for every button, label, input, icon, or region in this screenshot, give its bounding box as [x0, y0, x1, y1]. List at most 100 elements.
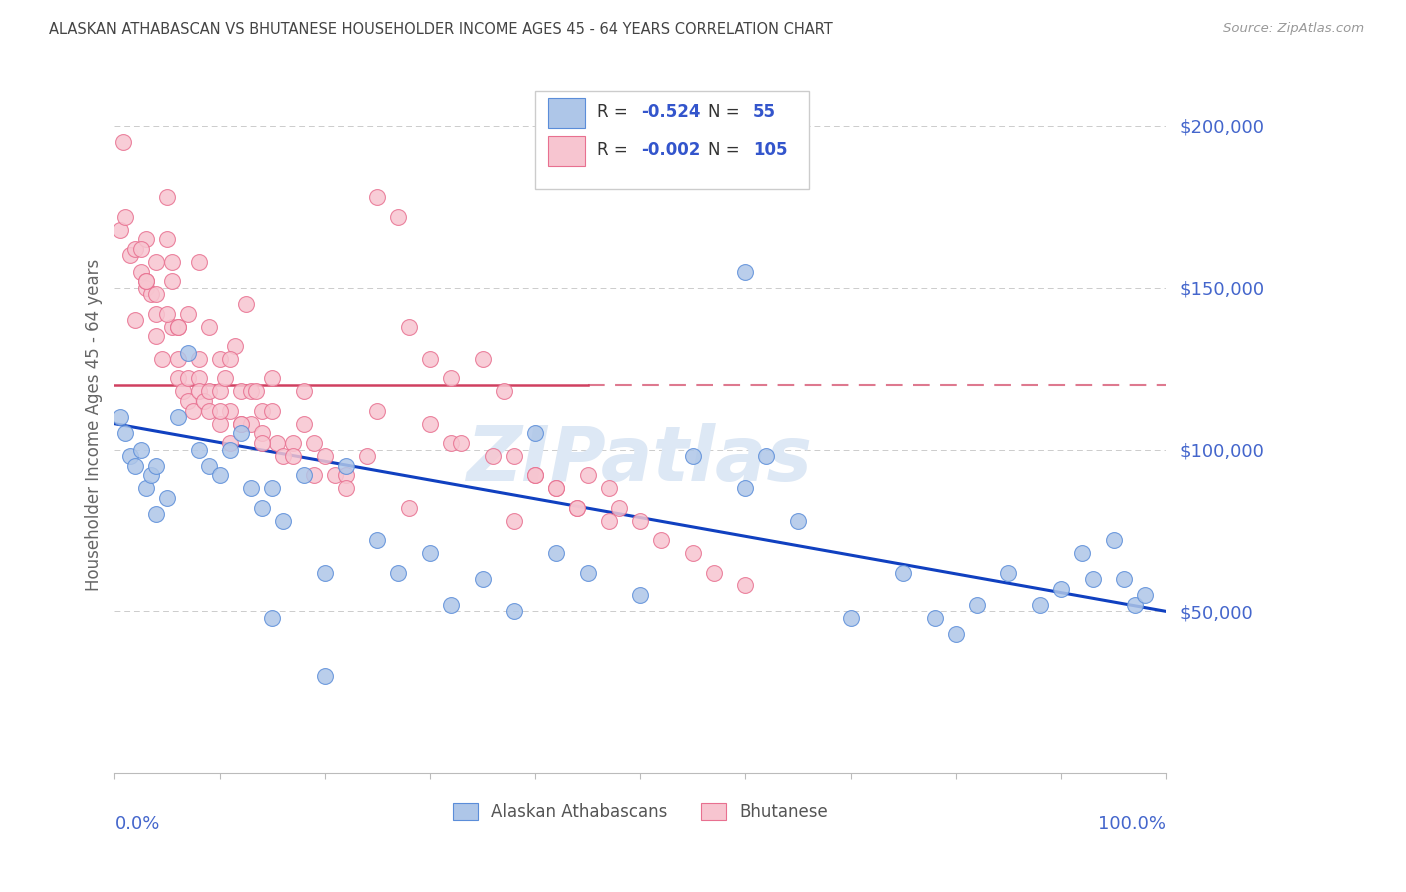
- Point: [945, 627, 967, 641]
- Point: [546, 482, 568, 496]
- Point: [607, 500, 630, 515]
- Point: [177, 307, 200, 321]
- Point: [111, 135, 134, 149]
- Point: [440, 436, 463, 450]
- Point: [314, 566, 336, 580]
- Point: [1081, 572, 1104, 586]
- Point: [166, 319, 188, 334]
- Point: [219, 442, 242, 457]
- Point: [266, 436, 288, 450]
- Point: [177, 371, 200, 385]
- Point: [366, 403, 388, 417]
- Point: [356, 449, 378, 463]
- Point: [302, 436, 325, 450]
- Point: [262, 482, 284, 496]
- Text: -0.524: -0.524: [641, 103, 700, 121]
- FancyBboxPatch shape: [548, 98, 585, 128]
- Point: [135, 232, 157, 246]
- Point: [891, 566, 914, 580]
- Point: [576, 566, 599, 580]
- Point: [198, 458, 221, 473]
- Point: [145, 287, 167, 301]
- FancyBboxPatch shape: [536, 91, 808, 189]
- Point: [129, 264, 152, 278]
- Point: [250, 500, 273, 515]
- Point: [235, 297, 257, 311]
- Point: [219, 403, 242, 417]
- Point: [177, 394, 200, 409]
- Point: [323, 468, 346, 483]
- Point: [124, 242, 146, 256]
- Point: [141, 287, 163, 301]
- Point: [224, 339, 246, 353]
- Point: [450, 436, 472, 450]
- Text: 105: 105: [752, 142, 787, 160]
- Point: [1112, 572, 1135, 586]
- Point: [124, 313, 146, 327]
- Point: [250, 403, 273, 417]
- Point: [145, 329, 167, 343]
- Point: [302, 468, 325, 483]
- Point: [208, 417, 231, 431]
- Point: [240, 482, 263, 496]
- Point: [419, 417, 441, 431]
- Point: [471, 572, 494, 586]
- Point: [366, 533, 388, 548]
- Point: [567, 500, 589, 515]
- Point: [114, 210, 136, 224]
- Point: [156, 307, 179, 321]
- Point: [335, 468, 357, 483]
- Point: [503, 514, 526, 528]
- Point: [283, 436, 305, 450]
- Point: [187, 371, 209, 385]
- Point: [366, 190, 388, 204]
- Point: [229, 384, 252, 399]
- Point: [734, 482, 756, 496]
- Point: [292, 468, 315, 483]
- Point: [387, 210, 409, 224]
- Text: 0.0%: 0.0%: [114, 815, 160, 833]
- Point: [546, 546, 568, 560]
- Point: [108, 222, 131, 236]
- Point: [419, 351, 441, 366]
- Point: [162, 255, 184, 269]
- Point: [187, 351, 209, 366]
- Point: [108, 410, 131, 425]
- Point: [214, 371, 236, 385]
- Text: 100.0%: 100.0%: [1098, 815, 1166, 833]
- Point: [262, 371, 284, 385]
- Point: [145, 255, 167, 269]
- Legend: Alaskan Athabascans, Bhutanese: Alaskan Athabascans, Bhutanese: [446, 796, 835, 828]
- Point: [503, 449, 526, 463]
- Point: [208, 403, 231, 417]
- Point: [440, 598, 463, 612]
- Point: [1071, 546, 1094, 560]
- Point: [335, 482, 357, 496]
- Point: [966, 598, 988, 612]
- Point: [598, 482, 620, 496]
- Point: [135, 274, 157, 288]
- Point: [1102, 533, 1125, 548]
- Point: [503, 604, 526, 618]
- Point: [129, 442, 152, 457]
- Point: [598, 514, 620, 528]
- Point: [162, 319, 184, 334]
- Point: [924, 611, 946, 625]
- Point: [166, 410, 188, 425]
- Point: [120, 248, 142, 262]
- Point: [219, 436, 242, 450]
- Point: [156, 232, 179, 246]
- Point: [229, 426, 252, 441]
- Point: [193, 394, 215, 409]
- Point: [524, 426, 547, 441]
- Point: [219, 351, 242, 366]
- Text: 55: 55: [752, 103, 776, 121]
- Point: [250, 436, 273, 450]
- Point: [240, 417, 263, 431]
- Point: [156, 190, 179, 204]
- Text: ZIPatlas: ZIPatlas: [467, 423, 813, 497]
- Point: [250, 426, 273, 441]
- Text: ALASKAN ATHABASCAN VS BHUTANESE HOUSEHOLDER INCOME AGES 45 - 64 YEARS CORRELATIO: ALASKAN ATHABASCAN VS BHUTANESE HOUSEHOL…: [49, 22, 832, 37]
- Point: [271, 514, 294, 528]
- Point: [166, 351, 188, 366]
